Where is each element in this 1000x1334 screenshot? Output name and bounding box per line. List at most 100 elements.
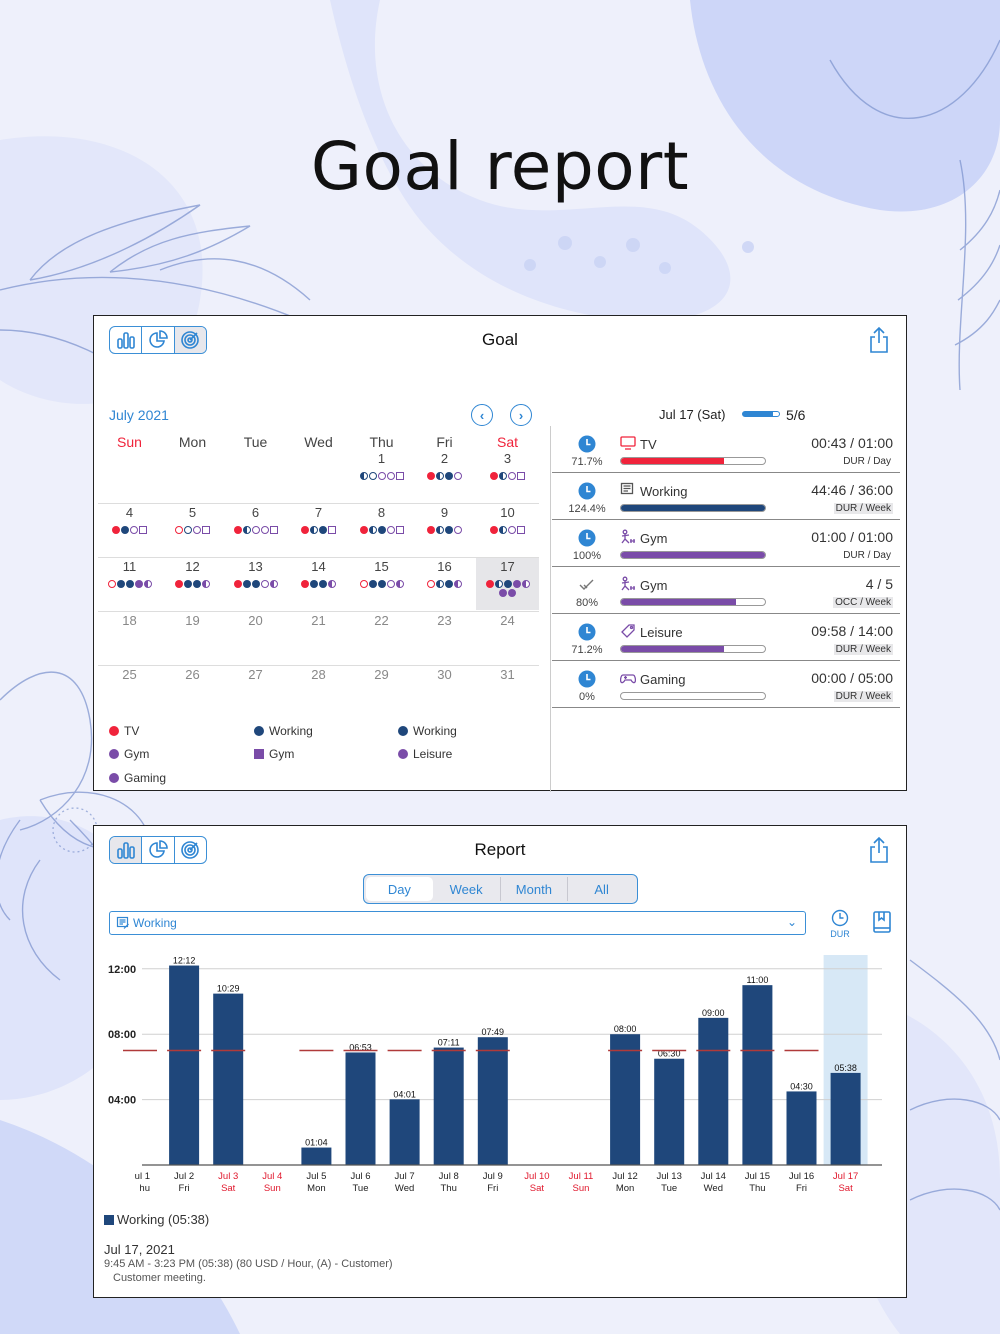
calendar-day[interactable]: 16 [437, 559, 452, 574]
book-icon[interactable] [872, 910, 892, 934]
calendar-day[interactable]: 23 [437, 613, 452, 628]
check-icon [578, 576, 596, 594]
detail-note: Customer meeting. [113, 1272, 206, 1284]
chevron-down-icon: ⌄ [786, 915, 797, 929]
goal-marker-icon [368, 526, 377, 534]
category-select[interactable]: Working ⌄ [109, 911, 806, 935]
calendar-day[interactable]: 14 [311, 559, 326, 574]
goal-name-label: Gym [640, 531, 668, 546]
goal-name: Working [620, 482, 687, 501]
calendar-day[interactable]: 11 [122, 559, 137, 574]
goal-row[interactable]: 80% Gym 4 / 5 OCC / Week [552, 567, 900, 614]
goal-percent: 71.2% [571, 644, 603, 656]
goal-marker-icon [139, 526, 147, 534]
share-icon[interactable] [868, 326, 890, 354]
bar-value-label: 04:30 [790, 1081, 813, 1091]
goal-row[interactable]: 0% Gaming 00:00 / 05:00 DUR / Week [552, 661, 900, 708]
calendar-day[interactable]: 7 [314, 505, 323, 520]
goal-unit: DUR / Day [843, 550, 891, 561]
calendar-day[interactable]: 29 [374, 667, 389, 682]
bar [654, 1058, 685, 1165]
bar-value-label: 08:00 [614, 1024, 637, 1034]
goal-marker-icon [202, 526, 210, 534]
chevron-right-icon: › [518, 407, 524, 423]
calendar-day[interactable]: 24 [500, 613, 515, 628]
goal-name-label: Gaming [640, 672, 686, 687]
bar-chart-view-button[interactable] [110, 327, 143, 353]
calendar-day[interactable]: 9 [440, 505, 449, 520]
calendar-day[interactable]: 17 [500, 559, 515, 574]
calendar-day[interactable]: 1 [377, 451, 386, 466]
legend-marker [398, 726, 408, 736]
report-panel: Report Day Week Month All Working ⌄ DUR … [93, 825, 907, 1298]
calendar-day[interactable]: 20 [248, 613, 263, 628]
legend-label: Working [413, 724, 457, 738]
target-icon [181, 841, 200, 859]
calendar-day[interactable]: 2 [440, 451, 449, 466]
tv-icon [620, 435, 636, 454]
calendar-day[interactable]: 22 [374, 613, 389, 628]
calendar-day[interactable]: 25 [122, 667, 137, 682]
calendar-day[interactable]: 5 [188, 505, 197, 520]
x-tick-date: Jul 9 [483, 1171, 503, 1182]
target-view-button[interactable] [174, 327, 206, 353]
goal-progress-bar [620, 457, 766, 465]
tab-week[interactable]: Week [433, 877, 501, 901]
legend-marker [254, 726, 264, 736]
calendar-day[interactable]: 19 [185, 613, 200, 628]
next-month-button[interactable]: › [510, 404, 532, 426]
x-tick-date: Jul 11 [569, 1171, 594, 1182]
calendar-day[interactable]: 18 [122, 613, 137, 628]
bar-chart-view-button[interactable] [110, 837, 143, 863]
calendar-day[interactable]: 8 [377, 505, 386, 520]
calendar-day[interactable]: 12 [185, 559, 200, 574]
goal-row[interactable]: 124.4% Working 44:46 / 36:00 DUR / Week [552, 473, 900, 520]
goal-marker-icon [269, 580, 278, 588]
goal-progress-fill [621, 552, 765, 558]
goal-marker-icon [184, 580, 192, 588]
tab-day[interactable]: Day [366, 877, 433, 901]
calendar-day-markers [350, 526, 413, 534]
goal-marker-icon [112, 526, 120, 534]
legend-marker [254, 749, 264, 759]
calendar-day[interactable]: 26 [185, 667, 200, 682]
calendar-day[interactable]: 6 [251, 505, 260, 520]
calendar-day[interactable]: 31 [500, 667, 515, 682]
view-switcher [109, 836, 207, 864]
tab-month[interactable]: Month [501, 877, 569, 901]
pie-chart-view-button[interactable] [142, 837, 175, 863]
calendar-day[interactable]: 3 [503, 451, 512, 466]
calendar-day-markers [161, 580, 224, 588]
goal-marker-icon [175, 526, 183, 534]
goal-row[interactable]: 71.2% Leisure 09:58 / 14:00 DUR / Week [552, 614, 900, 661]
calendar-day[interactable]: 4 [125, 505, 134, 520]
goal-row[interactable]: 100% Gym 01:00 / 01:00 DUR / Day [552, 520, 900, 567]
calendar-day[interactable]: 13 [248, 559, 263, 574]
bar-value-label: 09:00 [702, 1008, 725, 1018]
goal-marker-icon [116, 580, 125, 588]
goal-marker-icon [454, 526, 462, 534]
share-icon[interactable] [868, 836, 890, 864]
calendar-day[interactable]: 27 [248, 667, 263, 682]
calendar-day[interactable]: 30 [437, 667, 452, 682]
calendar-day-markers [287, 526, 350, 534]
bar [169, 965, 200, 1165]
goal-marker-icon [490, 472, 498, 480]
duration-mode-button[interactable]: DUR [828, 909, 852, 939]
goal-row[interactable]: 71.7% TV 00:43 / 01:00 DUR / Day [552, 426, 900, 473]
legend-item: Leisure [398, 747, 452, 761]
calendar-day[interactable]: 28 [311, 667, 326, 682]
calendar-day[interactable]: 10 [500, 505, 515, 520]
pie-chart-view-button[interactable] [142, 327, 175, 353]
goal-progress-fill [621, 505, 765, 511]
calendar-day-markers [413, 580, 476, 588]
calendar-day[interactable]: 15 [374, 559, 389, 574]
goal-marker-icon [260, 580, 269, 588]
target-view-button[interactable] [175, 837, 206, 863]
bar-value-label: 11:00 [746, 975, 768, 985]
goal-name-label: Working [640, 484, 688, 499]
goal-value: 09:58 / 14:00 [811, 623, 893, 639]
prev-month-button[interactable]: ‹ [471, 404, 493, 426]
calendar-day[interactable]: 21 [311, 613, 326, 628]
tab-all[interactable]: All [594, 881, 609, 897]
